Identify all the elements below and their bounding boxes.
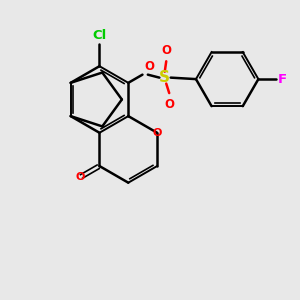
Text: O: O: [152, 128, 162, 138]
Text: Cl: Cl: [92, 29, 106, 42]
Text: O: O: [144, 60, 154, 73]
Text: O: O: [161, 44, 171, 57]
Text: S: S: [159, 70, 170, 85]
Text: F: F: [278, 73, 287, 85]
Text: O: O: [164, 98, 174, 110]
Text: O: O: [76, 172, 85, 182]
